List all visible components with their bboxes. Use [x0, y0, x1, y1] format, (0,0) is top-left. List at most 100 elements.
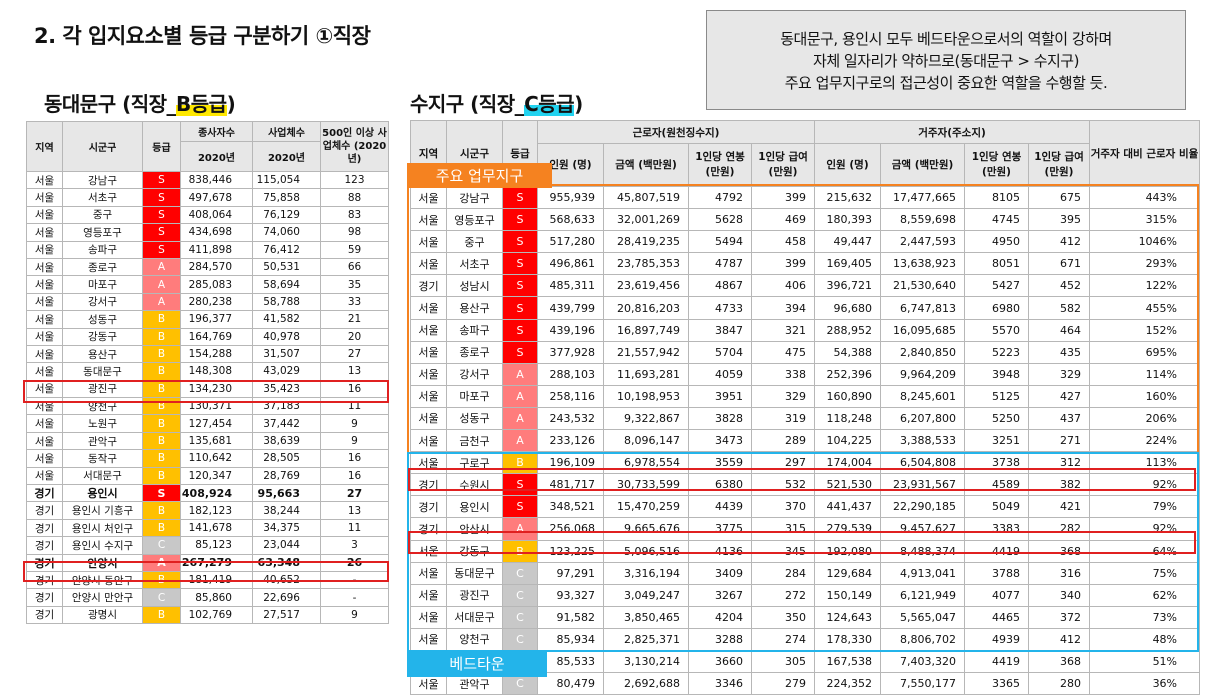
- table-row: 경기 용인시 기흥구 B 182,123 38,244 13: [26, 501, 389, 520]
- cell-district: 동대문구: [62, 362, 143, 381]
- cell-r-amount: 7,403,320: [880, 649, 966, 674]
- cell-region: 서울: [26, 205, 63, 225]
- col-amount: 금액 (백만원): [880, 143, 966, 187]
- cell-w-amount: 5,096,516: [603, 539, 689, 563]
- cell-w-people: 91,582: [537, 605, 604, 629]
- cell-region: 서울: [26, 414, 63, 433]
- cell-district: 용인시 기흥구: [62, 501, 143, 520]
- cell-r-monthly: 271: [1028, 429, 1091, 453]
- note-box: 동대문구, 용인시 모두 베드타운으로서의 역할이 강하며 자체 일자리가 약하…: [706, 10, 1186, 110]
- cell-w-amount: 11,693,281: [603, 362, 689, 386]
- cell-r-annual: 3383: [964, 517, 1030, 541]
- cell-district: 성남시: [446, 274, 503, 298]
- cell-employees: 434,698: [180, 223, 253, 242]
- cell-w-amount: 3,049,247: [603, 583, 689, 607]
- table-row: 서울 서초구 S 497,678 75,858 88: [26, 188, 389, 207]
- cell-w-annual: 3660: [688, 649, 752, 674]
- cell-employees: 408,924: [180, 484, 253, 503]
- cell-employees: 164,769: [180, 327, 253, 346]
- cell-businesses: 31,507: [252, 344, 321, 364]
- cell-district: 영등포구: [62, 223, 143, 242]
- col-people: 인원 (명): [814, 143, 882, 187]
- cell-grade: C: [502, 605, 538, 629]
- cell-w-people: 496,861: [537, 252, 604, 276]
- cell-region: 서울: [26, 170, 63, 190]
- cell-large: 9: [320, 414, 389, 433]
- cell-employees: 141,678: [180, 518, 253, 538]
- cell-grade: S: [142, 484, 181, 503]
- cell-w-monthly: 274: [750, 627, 816, 651]
- cell-w-monthly: 350: [750, 605, 816, 629]
- cell-employees: 85,123: [180, 536, 253, 555]
- cell-district: 강남구: [62, 170, 143, 190]
- cell-large: 13: [320, 501, 389, 520]
- cell-w-people: 85,533: [537, 649, 604, 674]
- cell-region: 서울: [410, 362, 447, 386]
- right-heading-grade: C등급: [524, 92, 575, 116]
- cell-district: 서대문구: [446, 605, 503, 629]
- cell-employees: 497,678: [180, 188, 253, 207]
- col-grade: 등급: [142, 121, 181, 172]
- table-row: 서울 서대문구 B 120,347 28,769 16: [26, 466, 389, 486]
- cell-grade: C: [502, 561, 538, 585]
- employment-table: 지역 시군구 등급 종사자수 사업체수 500인 이상 사업체수 (2020년)…: [26, 121, 389, 625]
- cell-w-annual: 4439: [688, 495, 752, 519]
- cell-grade: S: [502, 296, 538, 320]
- cell-large: 27: [320, 344, 389, 364]
- note-line-3: 주요 업무지구로의 접근성이 중요한 역할을 수행할 듯.: [784, 74, 1108, 92]
- cell-r-amount: 4,913,041: [880, 561, 966, 585]
- cell-grade: S: [502, 495, 538, 519]
- cell-grade: B: [142, 466, 181, 486]
- table-row: 서울 영등포구 S 568,633 32,001,269 5628 469 180,393 8,…: [410, 208, 1201, 232]
- cell-grade: A: [142, 292, 181, 312]
- cell-w-annual: 4733: [688, 296, 752, 320]
- col-ratio: 거주자 대비 근로자 비율: [1089, 120, 1201, 187]
- cell-w-annual: 3288: [688, 627, 752, 651]
- cell-district: 중구: [446, 230, 503, 254]
- cell-r-annual: 6980: [964, 296, 1030, 320]
- cell-ratio: 315%: [1089, 208, 1201, 232]
- table-row: 서울 성동구 A 243,532 9,322,867 3828 319 118,248 6,20…: [410, 406, 1201, 431]
- cell-district: 서초구: [62, 188, 143, 207]
- cell-grade: S: [502, 318, 538, 342]
- cell-district: 광진구: [446, 583, 503, 607]
- cell-w-annual: 3267: [688, 583, 752, 607]
- cell-region: 경기: [410, 495, 447, 519]
- cell-grade: S: [142, 188, 181, 207]
- table-row: 서울 중구 S 408,064 76,129 83: [26, 205, 389, 225]
- col-employees: 종사자수: [180, 121, 253, 142]
- cell-grade: B: [142, 344, 181, 364]
- cell-w-monthly: 370: [750, 495, 816, 519]
- highlight-dongdaemun-left: [23, 380, 389, 403]
- table-row: 서울 관악구 B 135,681 38,639 9: [26, 431, 389, 451]
- cell-district: 노원구: [62, 414, 143, 433]
- cell-r-amount: 5,565,047: [880, 605, 966, 629]
- cell-large: 9: [320, 431, 389, 451]
- cell-r-annual: 4939: [964, 627, 1030, 651]
- cell-region: 경기: [26, 536, 63, 555]
- cell-district: 강서구: [62, 292, 143, 312]
- cell-r-amount: 2,840,850: [880, 340, 966, 364]
- cell-r-people: 396,721: [814, 274, 882, 298]
- cell-r-amount: 16,095,685: [880, 318, 966, 342]
- cell-businesses: 50,531: [252, 257, 321, 277]
- table-row: 서울 서대문구 C 91,582 3,850,465 4204 350 124,643 5,56…: [410, 605, 1201, 629]
- cell-employees: 127,454: [180, 414, 253, 433]
- cell-employees: 280,238: [180, 292, 253, 312]
- table-row: 서울 동작구 B 110,642 28,505 16: [26, 449, 389, 468]
- cell-region: 서울: [26, 223, 63, 242]
- cell-businesses: 38,639: [252, 431, 321, 451]
- cell-r-people: 124,643: [814, 605, 882, 629]
- cell-ratio: 75%: [1089, 561, 1201, 585]
- table-row: 서울 양천구 C 85,934 2,825,371 3288 274 178,330 8,806…: [410, 627, 1201, 651]
- cell-r-people: 49,447: [814, 230, 882, 254]
- cell-r-people: 178,330: [814, 627, 882, 651]
- cell-region: 서울: [26, 466, 63, 486]
- cell-r-amount: 9,964,209: [880, 362, 966, 386]
- cell-grade: B: [142, 501, 181, 520]
- cell-large: 16: [320, 449, 389, 468]
- cell-grade: S: [142, 240, 181, 259]
- cell-employees: 196,377: [180, 310, 253, 329]
- cell-large: 66: [320, 257, 389, 277]
- table-row: 경기 성남시 S 485,311 23,619,456 4867 406 396,721 21,…: [410, 274, 1201, 298]
